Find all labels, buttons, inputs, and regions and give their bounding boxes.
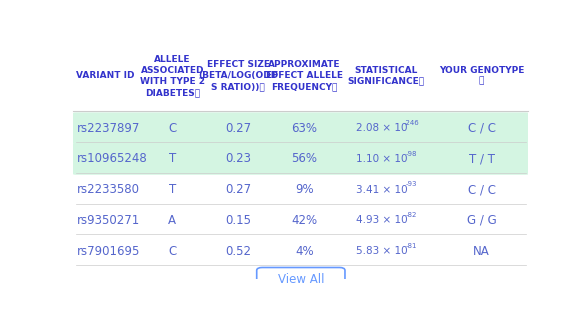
Text: T: T — [168, 152, 176, 165]
Text: 2.08 × 10: 2.08 × 10 — [356, 123, 407, 133]
Text: -246: -246 — [403, 120, 419, 126]
Text: rs2237897: rs2237897 — [77, 122, 140, 135]
Text: View All: View All — [278, 273, 324, 286]
Text: YOUR GENOTYPE
ⓘ: YOUR GENOTYPE ⓘ — [439, 66, 524, 86]
Text: 56%: 56% — [291, 152, 317, 165]
Text: rs9350271: rs9350271 — [77, 214, 140, 227]
Text: 63%: 63% — [291, 122, 317, 135]
Text: -98: -98 — [406, 151, 417, 157]
Text: G / G: G / G — [467, 214, 497, 227]
Text: rs10965248: rs10965248 — [77, 152, 148, 165]
Text: -93: -93 — [406, 181, 417, 187]
Text: 1.10 × 10: 1.10 × 10 — [356, 154, 407, 164]
Text: 9%: 9% — [295, 183, 313, 196]
Text: VARIANT ID: VARIANT ID — [76, 71, 134, 80]
Text: ALLELE
ASSOCIATED
WITH TYPE 2
DIABETESⓘ: ALLELE ASSOCIATED WITH TYPE 2 DIABETESⓘ — [140, 55, 205, 97]
FancyBboxPatch shape — [72, 112, 529, 144]
Text: T / T: T / T — [468, 152, 495, 165]
Text: APPROXIMATE
EFFECT ALLELE
FREQUENCYⓘ: APPROXIMATE EFFECT ALLELE FREQUENCYⓘ — [266, 60, 343, 91]
Text: C / C: C / C — [468, 183, 495, 196]
Text: 0.52: 0.52 — [225, 245, 251, 257]
Text: NA: NA — [473, 245, 490, 257]
Text: EFFECT SIZE
(BETA/LOG(ODD
S RATIO))ⓘ: EFFECT SIZE (BETA/LOG(ODD S RATIO))ⓘ — [198, 60, 278, 91]
FancyBboxPatch shape — [72, 143, 529, 175]
Text: 5.83 × 10: 5.83 × 10 — [356, 246, 407, 256]
Text: STATISTICAL
SIGNIFICANCEⓘ: STATISTICAL SIGNIFICANCEⓘ — [348, 66, 425, 86]
Text: -82: -82 — [406, 212, 417, 218]
Text: T: T — [168, 183, 176, 196]
Text: C: C — [168, 122, 177, 135]
Text: rs7901695: rs7901695 — [77, 245, 140, 257]
Text: -81: -81 — [406, 243, 417, 249]
Text: 0.23: 0.23 — [225, 152, 251, 165]
FancyBboxPatch shape — [257, 268, 345, 291]
Text: 0.15: 0.15 — [225, 214, 251, 227]
Text: C: C — [168, 245, 177, 257]
Text: 0.27: 0.27 — [225, 183, 251, 196]
Text: C / C: C / C — [468, 122, 495, 135]
Text: 4.93 × 10: 4.93 × 10 — [356, 215, 407, 225]
Text: 0.27: 0.27 — [225, 122, 251, 135]
Text: 3.41 × 10: 3.41 × 10 — [356, 185, 407, 195]
Text: 42%: 42% — [291, 214, 318, 227]
Text: A: A — [168, 214, 176, 227]
Text: 4%: 4% — [295, 245, 313, 257]
Text: rs2233580: rs2233580 — [77, 183, 140, 196]
